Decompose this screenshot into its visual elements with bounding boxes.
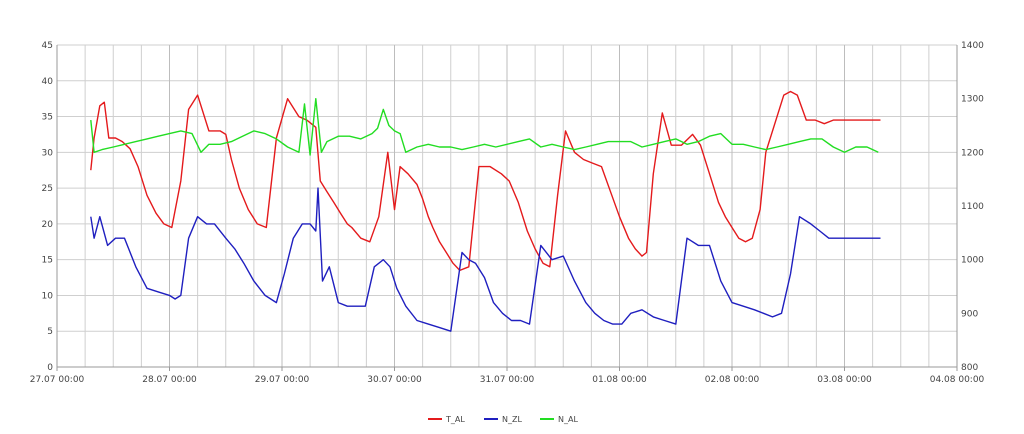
y-left-tick-label: 20 <box>42 220 54 230</box>
y-left-tick-label: 25 <box>42 184 53 194</box>
tick-labels: 0 5 10 15 20 25 30 35 40 45 800 900 1000 1100 1200 1300… <box>30 41 985 385</box>
x-tick-label: 29.07 00:00 <box>255 375 310 385</box>
y-left-tick-label: 10 <box>42 291 54 301</box>
axes <box>56 45 958 371</box>
y-left-tick-label: 0 <box>47 363 53 373</box>
grid <box>57 44 957 367</box>
y-left-tick-label: 35 <box>42 113 53 123</box>
y-left-tick-label: 45 <box>42 41 53 51</box>
y-left-tick-label: 15 <box>42 256 53 266</box>
y-right-tick-label: 800 <box>961 363 978 373</box>
series-line-t-al <box>90 90 881 272</box>
legend-label: N_AL <box>558 415 578 424</box>
x-tick-label: 04.08 00:00 <box>930 375 985 385</box>
x-tick-label: 01.08 00:00 <box>592 375 647 385</box>
series-lines <box>90 90 881 332</box>
x-tick-label: 28.07 00:00 <box>142 375 197 385</box>
x-tick-label: 31.07 00:00 <box>480 375 535 385</box>
legend-label: T_AL <box>445 415 465 424</box>
series-line-n-al <box>90 97 879 156</box>
y-left-tick-label: 40 <box>42 77 54 87</box>
x-tick-label: 02.08 00:00 <box>705 375 760 385</box>
legend: T_AL N_ZL N_AL <box>428 415 578 424</box>
series-line-n-zl <box>90 187 881 332</box>
legend-label: N_ZL <box>502 415 522 424</box>
x-tick-label: 30.07 00:00 <box>367 375 422 385</box>
y-right-tick-label: 1400 <box>961 41 984 51</box>
y-right-tick-label: 1200 <box>961 148 984 158</box>
y-right-tick-label: 1300 <box>961 95 984 105</box>
x-tick-label: 27.07 00:00 <box>30 375 85 385</box>
y-left-tick-label: 30 <box>42 148 54 158</box>
y-right-tick-label: 1000 <box>961 256 984 266</box>
x-tick-label: 03.08 00:00 <box>817 375 872 385</box>
y-left-tick-label: 5 <box>47 327 53 337</box>
y-right-tick-label: 900 <box>961 309 978 319</box>
y-right-tick-label: 1100 <box>961 202 984 212</box>
